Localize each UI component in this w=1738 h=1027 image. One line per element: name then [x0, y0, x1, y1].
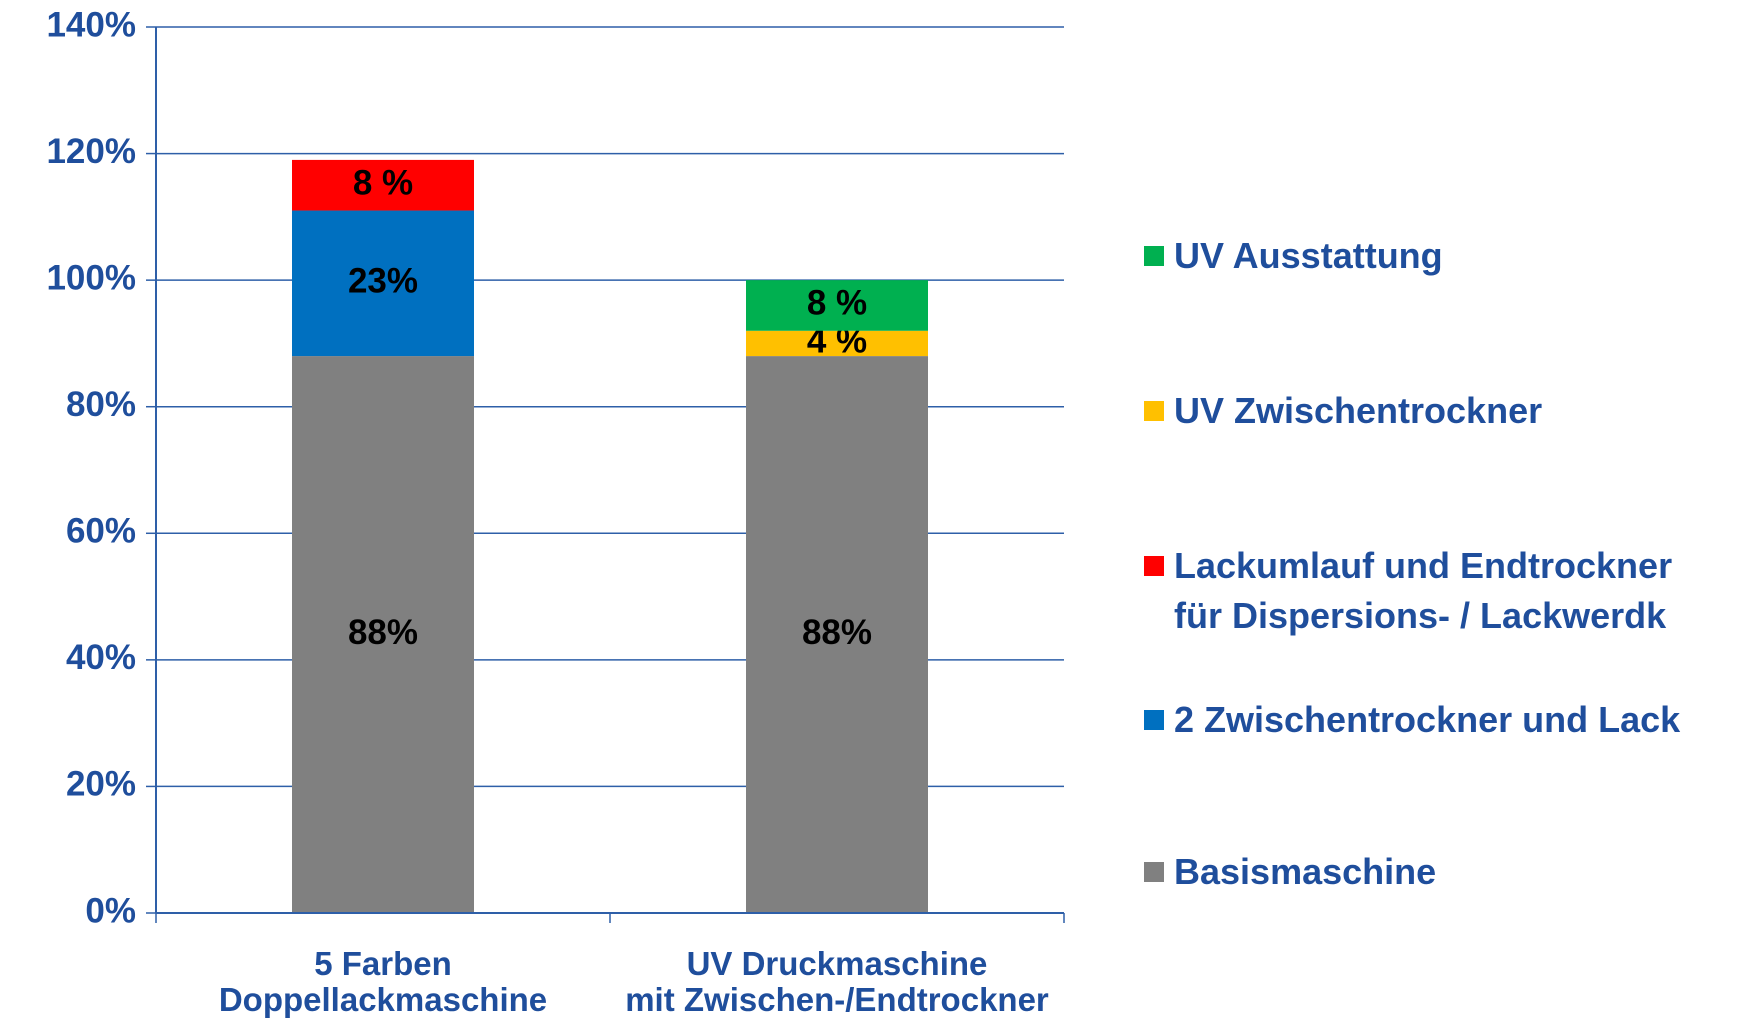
y-tick-label: 60%	[66, 512, 136, 551]
y-tick-label: 20%	[66, 765, 136, 804]
legend-item: UV Zwischentrockner	[1144, 386, 1542, 436]
y-tick-label: 120%	[46, 132, 136, 171]
legend-swatch	[1144, 401, 1164, 421]
x-tick-label: UV Druckmaschine mit Zwischen-/Endtrockn…	[625, 945, 1049, 1018]
y-tick-label: 0%	[85, 891, 136, 930]
data-label: 8 %	[807, 284, 867, 323]
legend-item: Lackumlauf und Endtrockner für Dispersio…	[1144, 541, 1672, 641]
y-tick-label: 140%	[46, 5, 136, 44]
bar-segment	[746, 356, 928, 914]
legend-item: 2 Zwischentrockner und Lack	[1144, 695, 1680, 745]
legend-swatch	[1144, 862, 1164, 882]
bar-segment	[746, 330, 928, 357]
y-tick-label: 100%	[46, 258, 136, 297]
data-label: 8 %	[353, 163, 413, 202]
bar-segment	[746, 280, 928, 331]
bar-segment	[292, 210, 474, 357]
x-tick-label: 5 Farben Doppellackmaschine	[218, 945, 548, 1018]
legend-label: UV Ausstattung	[1174, 235, 1443, 276]
bar-segment	[292, 159, 474, 211]
legend-label: Lackumlauf und Endtrockner für Dispersio…	[1174, 545, 1673, 636]
legend-label: UV Zwischentrockner	[1174, 390, 1543, 431]
data-label: 88%	[802, 613, 872, 652]
legend-swatch	[1144, 710, 1164, 730]
legend-swatch	[1144, 556, 1164, 576]
bar-segment	[292, 356, 474, 914]
legend-label: Basismaschine	[1174, 851, 1437, 892]
y-tick-label: 80%	[66, 385, 136, 424]
data-label: 23%	[348, 262, 418, 301]
data-label: 88%	[348, 613, 418, 652]
legend-item: Basismaschine	[1144, 847, 1436, 897]
y-tick-label: 40%	[66, 638, 136, 677]
legend-label: 2 Zwischentrockner und Lack	[1174, 699, 1681, 740]
legend-swatch	[1144, 246, 1164, 266]
legend-item: UV Ausstattung	[1144, 231, 1443, 281]
